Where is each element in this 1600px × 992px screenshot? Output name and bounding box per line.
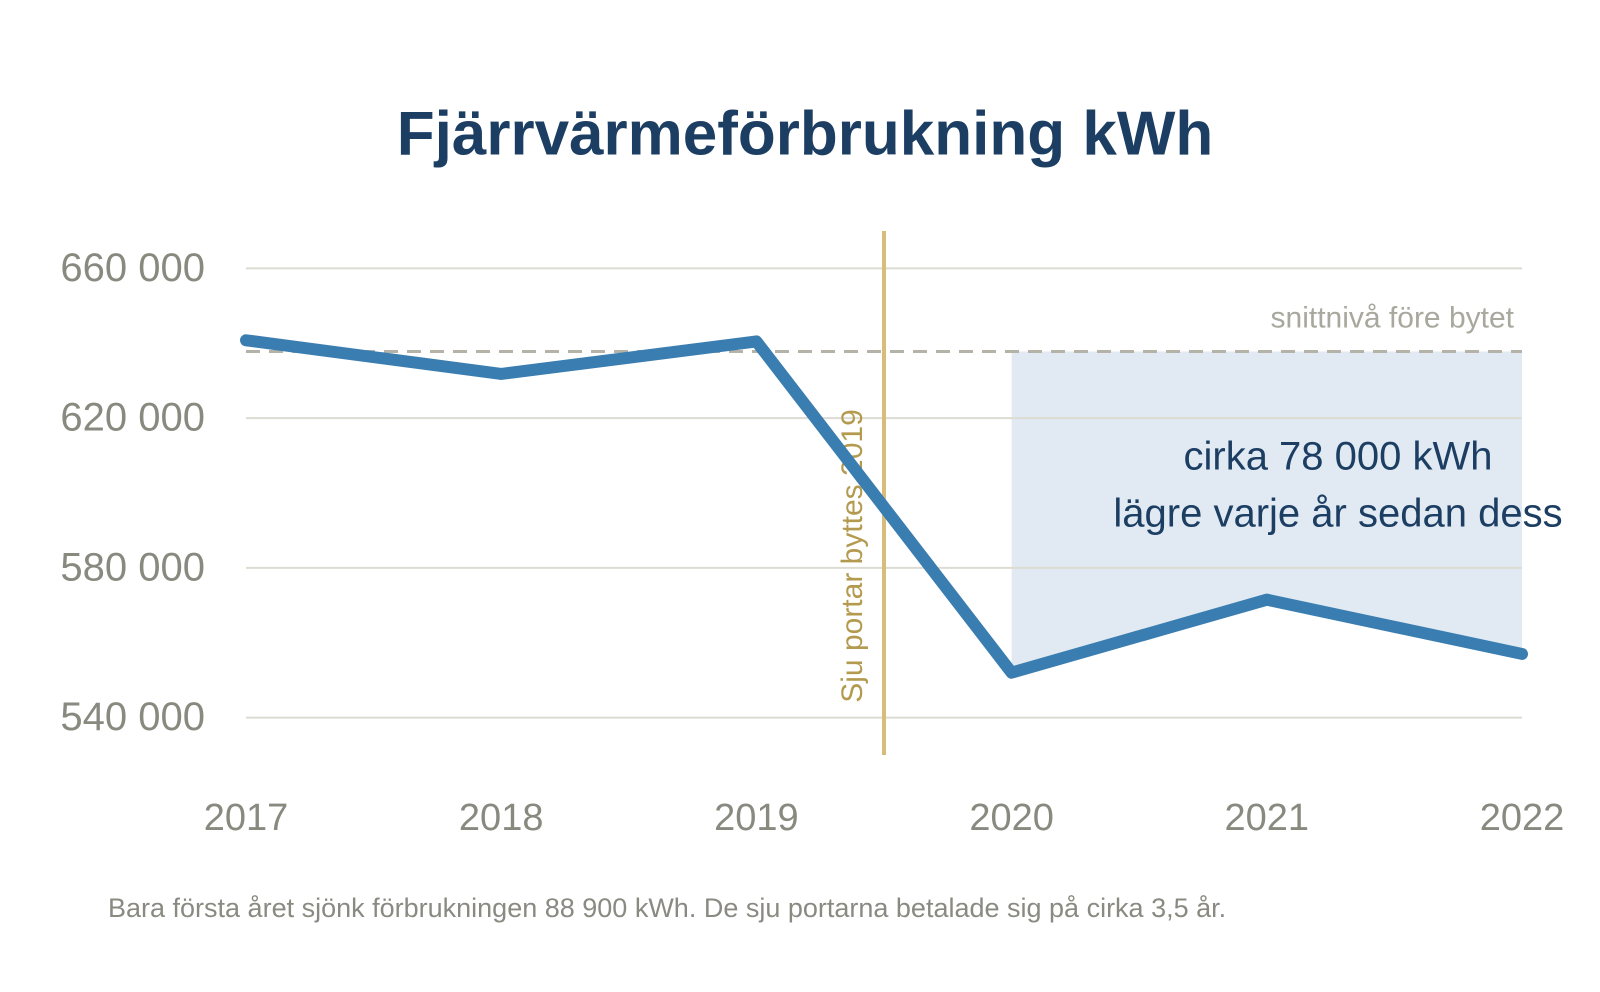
x-tick-label: 2021 [1225,797,1310,839]
y-tick-label: 660 000 [60,246,205,290]
x-tick-label: 2020 [969,797,1054,839]
data-line [240,334,1528,679]
x-tick-label: 2019 [714,797,799,839]
annotation-text: cirka 78 000 kWh [1183,435,1492,479]
x-tick-label: 2022 [1480,797,1565,839]
y-tick-label: 580 000 [60,545,205,589]
annotation-text: lägre varje år sedan dess [1113,492,1562,536]
savings-area [1011,351,1522,673]
y-tick-label: 620 000 [60,396,205,440]
chart-title: Fjärrvärmeförbrukning kWh [397,99,1213,168]
footnote: Bara första året sjönk förbrukningen 88 … [108,893,1226,923]
x-tick-label: 2017 [204,797,289,839]
x-tick-label: 2018 [459,797,544,839]
y-tick-label: 540 000 [60,695,205,739]
reference-label: snittnivå före bytet [1271,301,1515,334]
